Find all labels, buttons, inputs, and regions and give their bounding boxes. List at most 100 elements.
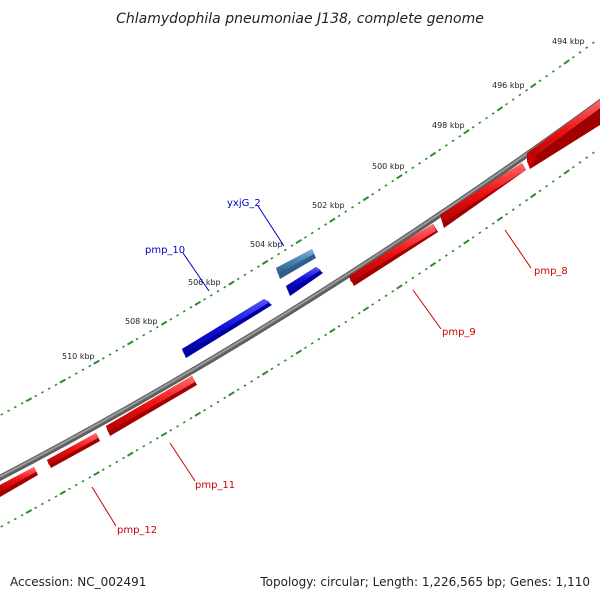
tick-mark (371, 192, 375, 196)
tick-mark (304, 346, 307, 350)
tick-mark (337, 214, 341, 218)
tick-mark (505, 212, 508, 216)
tick-mark (351, 316, 354, 319)
tick-mark (310, 231, 314, 235)
gene-pmp_12-part-a[interactable] (47, 433, 100, 468)
tick-mark (377, 298, 381, 302)
tick-mark (88, 476, 92, 479)
tick-mark (429, 261, 437, 268)
tick-mark (438, 148, 442, 152)
tick-mark (424, 157, 428, 161)
tick-mark (236, 277, 240, 281)
gene-yxjG_2[interactable] (276, 249, 316, 279)
tick-mark (518, 93, 522, 97)
gene-label-pmp_8[interactable]: pmp_8 (534, 266, 568, 277)
tick-mark (93, 359, 100, 365)
tick-mark (451, 139, 455, 143)
tick-mark (256, 375, 260, 379)
gene-label-pmp_10[interactable]: pmp_10 (145, 245, 185, 256)
tick-mark (563, 59, 570, 65)
forward-tick-track (0, 41, 595, 416)
tick-mark (558, 65, 562, 69)
tick-mark (270, 367, 274, 371)
genome-backbone (0, 98, 600, 482)
gene-label-pmp_12[interactable]: pmp_12 (117, 525, 157, 536)
tick-mark (478, 231, 482, 235)
tick-mark (34, 506, 38, 510)
tick-mark (511, 208, 515, 211)
tick-mark (203, 298, 206, 301)
tick-mark (283, 248, 287, 252)
gene-pmp_9-part-a[interactable] (440, 163, 526, 228)
gene-pmp_8[interactable] (527, 100, 600, 169)
tick-mark (0, 413, 4, 416)
gene-label-pmp_9[interactable]: pmp_9 (442, 327, 476, 338)
tick-mark (101, 357, 105, 360)
tick-mark (418, 162, 421, 165)
tick-mark (261, 370, 269, 376)
gene-pmp_9[interactable] (349, 224, 438, 286)
tick-mark (429, 151, 437, 158)
tick-mark (270, 256, 274, 260)
tick-mark (176, 314, 179, 317)
tick-mark (329, 328, 336, 334)
tick-mark (25, 509, 33, 514)
tick-mark (149, 329, 153, 333)
tick-mark (491, 222, 495, 225)
tick-mark (25, 397, 33, 403)
tick-mark (444, 144, 448, 147)
tick-mark (0, 525, 4, 528)
tick-mark (317, 337, 321, 341)
tick-mark (304, 235, 307, 239)
scale-labels: 494 kbp 496 kbp 498 kbp 500 kbp 502 kbp … (62, 37, 585, 361)
tick-mark (7, 521, 10, 524)
tick-mark (20, 402, 24, 405)
tick-mark (471, 125, 475, 129)
tick-mark (295, 238, 302, 245)
tick-mark (81, 368, 85, 372)
tick-mark (189, 416, 193, 420)
gene-pmp_12[interactable] (0, 467, 38, 497)
map-title: Chlamydophila pneumoniae J138, complete … (116, 11, 484, 27)
tick-mark (169, 429, 173, 432)
tick-label: 500 kbp (372, 162, 405, 171)
tick-mark (88, 364, 92, 368)
tick-mark (545, 74, 549, 78)
tick-mark (337, 324, 341, 328)
tick-mark (290, 354, 294, 358)
tick-mark (471, 235, 475, 239)
tick-mark (310, 342, 314, 345)
tick-mark (277, 363, 281, 366)
tick-mark (108, 353, 112, 356)
tick-mark (7, 409, 10, 413)
tick-mark (155, 325, 159, 329)
tick-mark (344, 210, 348, 213)
tick-mark (538, 79, 542, 83)
tick-label: 498 kbp (432, 121, 465, 130)
tick-mark (571, 55, 575, 59)
tick-mark (40, 391, 44, 394)
gene-pmp_10[interactable] (182, 299, 272, 358)
gene-label-yxjG_2[interactable]: yxjG_2 (227, 198, 261, 209)
tick-mark (13, 517, 17, 521)
gene-pmp_11[interactable] (106, 376, 197, 436)
tick-mark (404, 281, 408, 284)
tick-mark (317, 227, 321, 231)
tick-mark (558, 175, 562, 179)
tick-mark (324, 333, 328, 337)
tick-mark (81, 479, 85, 483)
tick-mark (518, 203, 522, 207)
tick-mark (404, 170, 408, 174)
tick-mark (371, 303, 375, 306)
tick-mark (563, 169, 570, 175)
gene-pmp_10-part-b[interactable] (286, 267, 323, 296)
tick-mark (115, 349, 119, 352)
accession-text: Accession: NC_002491 (10, 575, 146, 589)
tick-mark (194, 411, 202, 417)
gene-label-pmp_11[interactable]: pmp_11 (195, 480, 235, 491)
tick-mark (396, 284, 403, 290)
tick-mark (411, 276, 415, 280)
tick-mark (324, 223, 328, 226)
tick-mark (578, 161, 582, 164)
